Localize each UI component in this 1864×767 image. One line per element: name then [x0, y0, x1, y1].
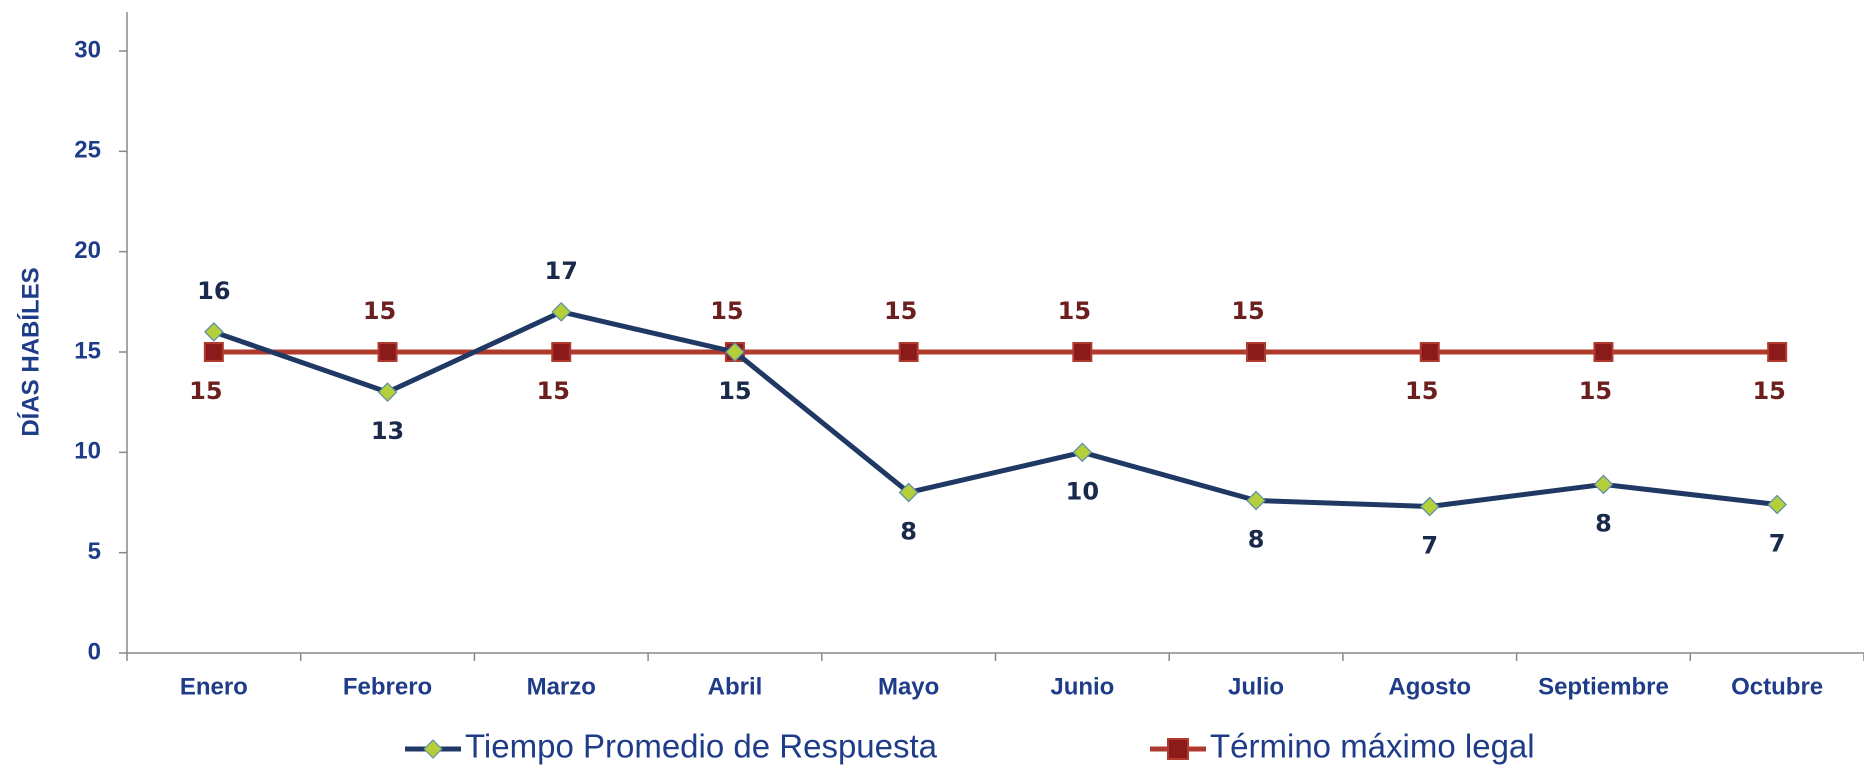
point: [1767, 342, 1788, 362]
y-tick-label: 5: [88, 538, 101, 565]
data-label: 7: [1769, 530, 1786, 558]
point: [725, 342, 745, 362]
point: [1072, 342, 1093, 362]
data-label: 15: [1579, 377, 1612, 405]
legend-label: Término máximo legal: [1210, 728, 1535, 765]
point: [203, 342, 224, 362]
y-axis-label: DÍAS HABÍLES: [16, 267, 44, 436]
data-label: 17: [545, 257, 578, 285]
series-line: [213, 309, 1778, 510]
data-label: 8: [900, 517, 917, 545]
data-label: 8: [1595, 509, 1612, 537]
data-label: 15: [189, 377, 222, 405]
data-label: 10: [1066, 477, 1099, 505]
x-tick-label: Marzo: [527, 673, 596, 700]
point: [1246, 342, 1267, 362]
x-tick-label: Mayo: [878, 673, 939, 700]
data-label: 15: [537, 377, 570, 405]
data-label: 15: [1231, 297, 1264, 325]
point: [1419, 496, 1440, 517]
data-label: 15: [363, 297, 396, 325]
y-tick-label: 30: [74, 36, 101, 63]
x-tick-label: Octubre: [1731, 673, 1823, 700]
data-label: 7: [1421, 532, 1438, 560]
point: [377, 342, 398, 362]
y-tick-label: 0: [88, 638, 101, 665]
data-label: 15: [884, 297, 917, 325]
point: [1072, 442, 1093, 463]
data-label: 15: [1752, 377, 1785, 405]
legend-label: Tiempo Promedio de Respuesta: [465, 728, 938, 765]
y-tick-label: 15: [74, 337, 101, 364]
data-label: 15: [718, 377, 751, 405]
point: [898, 482, 919, 503]
y-tick-label: 25: [74, 137, 101, 164]
point: [1246, 490, 1266, 511]
x-tick-label: Agosto: [1388, 673, 1471, 700]
data-label: 8: [1248, 525, 1265, 553]
x-tick-label: Abril: [708, 673, 763, 700]
point: [898, 342, 919, 362]
point: [551, 342, 572, 362]
point: [1419, 342, 1440, 362]
point: [551, 302, 572, 322]
data-label: 15: [710, 297, 743, 325]
x-tick-label: Julio: [1228, 673, 1284, 700]
point: [1593, 342, 1614, 362]
y-tick-label: 20: [74, 237, 101, 264]
point: [204, 322, 224, 342]
data-label: 16: [197, 277, 230, 305]
data-label: 15: [1405, 377, 1438, 405]
point: [377, 382, 398, 402]
legend-marker: [1167, 738, 1189, 760]
x-tick-label: Febrero: [343, 673, 432, 700]
x-tick-label: Septiembre: [1538, 673, 1669, 700]
point: [1593, 474, 1614, 495]
legend-marker: [423, 739, 443, 759]
data-label: 13: [371, 417, 404, 445]
data-label: 15: [1058, 297, 1091, 325]
point: [1767, 494, 1787, 515]
x-tick-label: Enero: [180, 673, 248, 700]
x-tick-label: Junio: [1050, 673, 1114, 700]
y-tick-label: 10: [74, 438, 101, 465]
